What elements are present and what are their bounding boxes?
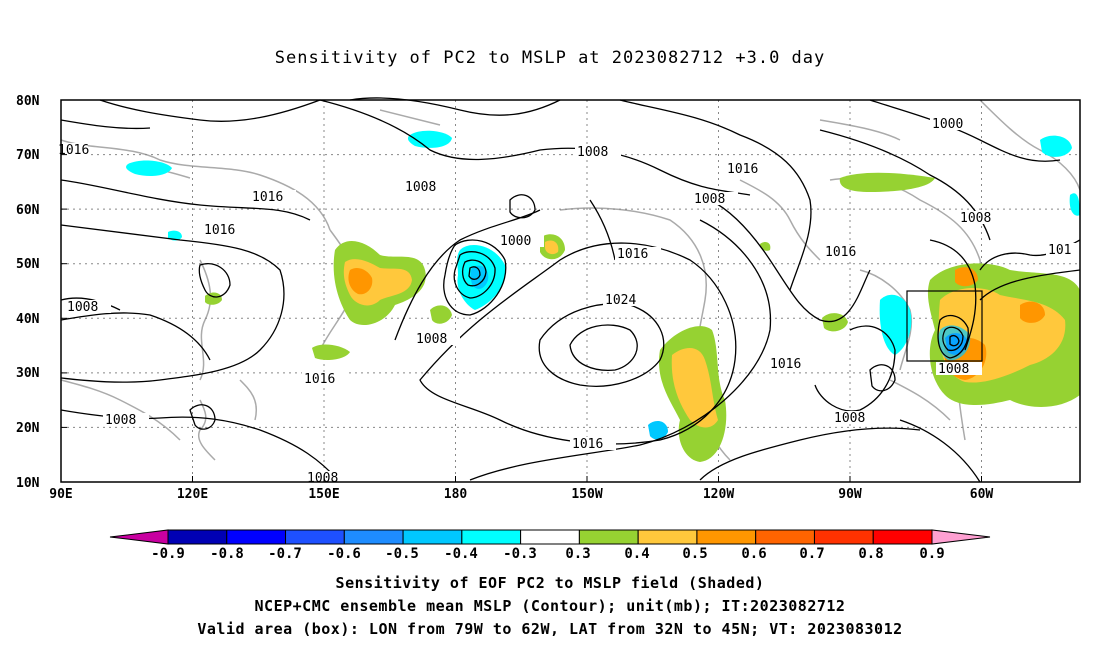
contour-label: 1008 (938, 362, 969, 377)
colorbar-segment (520, 529, 580, 545)
colorbar-label: -0.5 (385, 546, 419, 562)
shade-cyan-north1 (407, 130, 452, 148)
colorbar-segment (755, 529, 815, 545)
contour-label: 1016 (58, 143, 89, 158)
colorbar-segments (167, 529, 933, 545)
colorbar-low-end (109, 529, 169, 545)
shade-cyan-northeast2 (1069, 193, 1080, 216)
contour-labels: 1016 1016 1016 1008 1016 1008 1008 1008 … (58, 117, 1080, 486)
lon-label: 120E (177, 487, 208, 502)
colorbar-label: 0.8 (858, 546, 883, 562)
contour-label: 1016 (770, 357, 801, 372)
colorbar-segment (285, 529, 345, 545)
colorbar-segment (461, 529, 522, 545)
contour-label: 1016 (572, 437, 603, 452)
colorbar-label: 0.4 (624, 546, 649, 562)
lat-label: 10N (16, 476, 40, 491)
colorbar: -0.9 -0.8 -0.7 -0.6 -0.5 -0.4 -0.3 0.3 0… (109, 529, 991, 562)
colorbar-labels: -0.9 -0.8 -0.7 -0.6 -0.5 -0.4 -0.3 0.3 0… (151, 546, 945, 562)
colorbar-label: -0.3 (503, 546, 537, 562)
lat-label: 30N (16, 366, 40, 381)
contour-label: 1008 (577, 145, 608, 160)
contour-label: 1008 (416, 332, 447, 347)
colorbar-label: 0.9 (919, 546, 944, 562)
lat-label: 60N (16, 203, 40, 218)
shade-cyan-northeast (1040, 135, 1072, 157)
colorbar-segment (578, 529, 639, 545)
shade-cyan-north2 (126, 160, 172, 176)
colorbar-label: 0.6 (741, 546, 766, 562)
contour-label: 1008 (694, 192, 725, 207)
colorbar-label: -0.6 (327, 546, 361, 562)
lon-label: 90W (838, 487, 862, 502)
contour-label: 1008 (405, 180, 436, 195)
colorbar-segment (696, 529, 757, 545)
contour-label: 1024 (605, 293, 636, 308)
shade-yellow-small4 (545, 240, 559, 255)
colorbar-segment (872, 529, 933, 545)
colorbar-label: -0.8 (210, 546, 244, 562)
lat-label: 40N (16, 312, 40, 327)
contour-label: 1000 (932, 117, 963, 132)
colorbar-label: -0.7 (268, 546, 302, 562)
colorbar-label: 0.5 (682, 546, 707, 562)
contour-label: 1016 (825, 245, 856, 260)
contour-label: 1008 (834, 411, 865, 426)
colorbar-label: -0.4 (444, 546, 478, 562)
lon-label: 150W (571, 487, 602, 502)
lon-label: 150E (308, 487, 339, 502)
contour-label: 1016 (304, 372, 335, 387)
map-frame (60, 99, 1081, 483)
plot-title: Sensitivity of PC2 to MSLP at 2023082712… (274, 48, 826, 68)
colorbar-segment (637, 529, 698, 545)
lon-labels: 90E 120E 150E 180 150W 120W 90W 60W (49, 487, 993, 502)
shade-yellow-california (671, 348, 718, 428)
shade-cyan-small (168, 230, 182, 241)
shade-green-small3 (430, 305, 452, 324)
colorbar-segment (343, 529, 404, 545)
shade-orange-westpac (348, 267, 373, 295)
colorbar-label: 0.7 (799, 546, 824, 562)
colorbar-label: -0.9 (151, 546, 185, 562)
shade-orange-atlantic3 (955, 267, 978, 287)
colorbar-segment (226, 529, 287, 545)
lon-label: 60W (970, 487, 994, 502)
contour-label: 1008 (307, 471, 338, 486)
contour-label: 1016 (204, 223, 235, 238)
contour-label: 1008 (960, 211, 991, 226)
shade-cyan-eastcoast (879, 294, 912, 355)
shade-green-canada (839, 172, 935, 192)
lat-label: 80N (16, 94, 40, 109)
caption-line-1: Sensitivity of EOF PC2 to MSLP field (Sh… (335, 574, 765, 592)
lon-label: 120W (703, 487, 734, 502)
lon-label: 180 (444, 487, 468, 502)
contour-label: 1016 (727, 162, 758, 177)
colorbar-segment (813, 529, 874, 545)
colorbar-segment (402, 529, 463, 545)
caption-line-3: Valid area (box): LON from 79W to 62W, L… (197, 620, 903, 638)
lat-label: 20N (16, 421, 40, 436)
map-panel: 1016 1016 1016 1008 1016 1008 1008 1008 … (16, 94, 1081, 502)
contour-label: 1016 (252, 190, 283, 205)
colorbar-segment (167, 529, 228, 545)
contour-label: 1008 (67, 300, 98, 315)
contour-label: 1016 (617, 247, 648, 262)
colorbar-label: 0.3 (565, 546, 590, 562)
contour-label: 1000 (500, 234, 531, 249)
mslp-contours (60, 97, 1081, 483)
colorbar-high-end (931, 529, 991, 545)
shade-orange-atlantic2 (1020, 301, 1045, 323)
axis-ticks (61, 99, 982, 482)
lat-label: 70N (16, 148, 40, 163)
caption-line-2: NCEP+CMC ensemble mean MSLP (Contour); u… (254, 597, 846, 615)
lat-labels: 80N 70N 60N 50N 40N 30N 20N 10N (16, 94, 40, 491)
contour-label: 101 (1048, 243, 1071, 258)
lat-label: 50N (16, 257, 40, 272)
lon-label: 90E (49, 487, 72, 502)
shade-green-small2 (312, 344, 350, 360)
shade-cyan-hawaii (648, 420, 668, 440)
contour-label: 1008 (105, 413, 136, 428)
valid-area-box (906, 290, 983, 362)
